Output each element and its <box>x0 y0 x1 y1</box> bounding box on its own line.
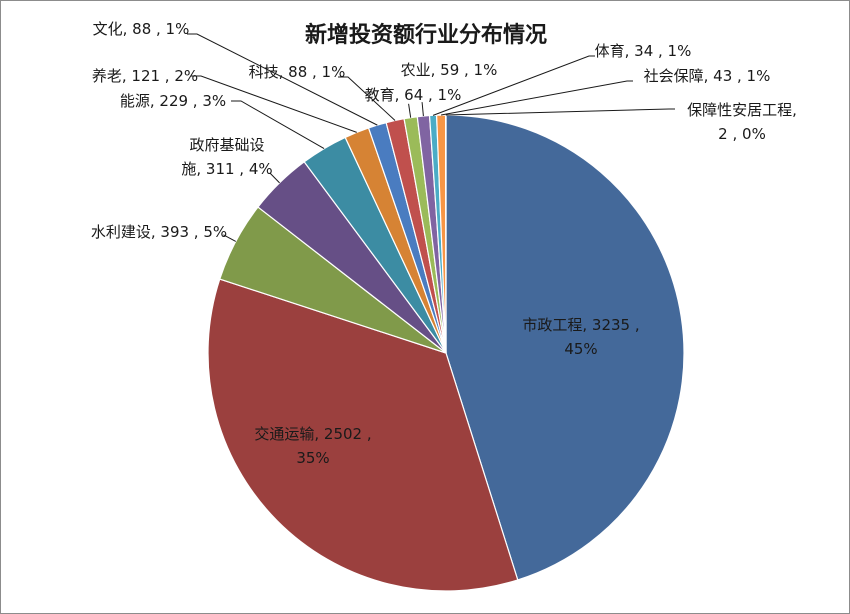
leader-line-4 <box>269 172 280 184</box>
data-label-3: 水利建设, 393 , 5% <box>91 223 227 241</box>
leader-lines <box>187 33 675 242</box>
data-label-8: 科技, 88 , 1% <box>249 63 346 81</box>
leader-line-6 <box>191 75 357 133</box>
leader-line-3 <box>223 234 237 242</box>
data-label-10: 农业, 59 , 1% <box>401 61 498 79</box>
chart-title: 新增投资额行业分布情况 <box>305 22 547 48</box>
leader-line-11 <box>432 55 595 116</box>
data-label-1: 市政工程, 3235 , 45% <box>522 316 639 358</box>
leader-line-10 <box>421 102 424 117</box>
pie-slice-2 <box>207 278 519 592</box>
data-label-4: 政府基础设施, 311 , 4% <box>181 136 272 178</box>
data-label-12: 社会保障, 43 , 1% <box>644 67 771 85</box>
data-label-9: 教育, 64 , 1% <box>365 86 462 104</box>
leader-line-12 <box>441 80 633 116</box>
leader-line-9 <box>408 103 412 118</box>
data-label-13: 保障性安居工程, 2 , 0% <box>687 101 797 143</box>
leader-line-13 <box>445 108 675 116</box>
pie-slice-1 <box>445 114 685 581</box>
data-label-7: 文化, 88 , 1% <box>93 20 190 38</box>
pie-slices <box>207 114 685 592</box>
leader-line-5 <box>231 100 325 150</box>
leader-line-7 <box>187 33 378 126</box>
leader-line-8 <box>338 76 396 121</box>
data-labels: 市政工程, 3235 , 45% 交通运输, 2502 , 35% 水利建设, 393 … <box>91 20 797 467</box>
data-label-11: 体育, 34 , 1% <box>595 42 692 60</box>
data-label-2: 交通运输, 2502 , 35% <box>254 425 371 467</box>
data-label-6: 养老, 121 , 2% <box>92 67 198 85</box>
data-label-5: 能源, 229 , 3% <box>120 92 226 110</box>
